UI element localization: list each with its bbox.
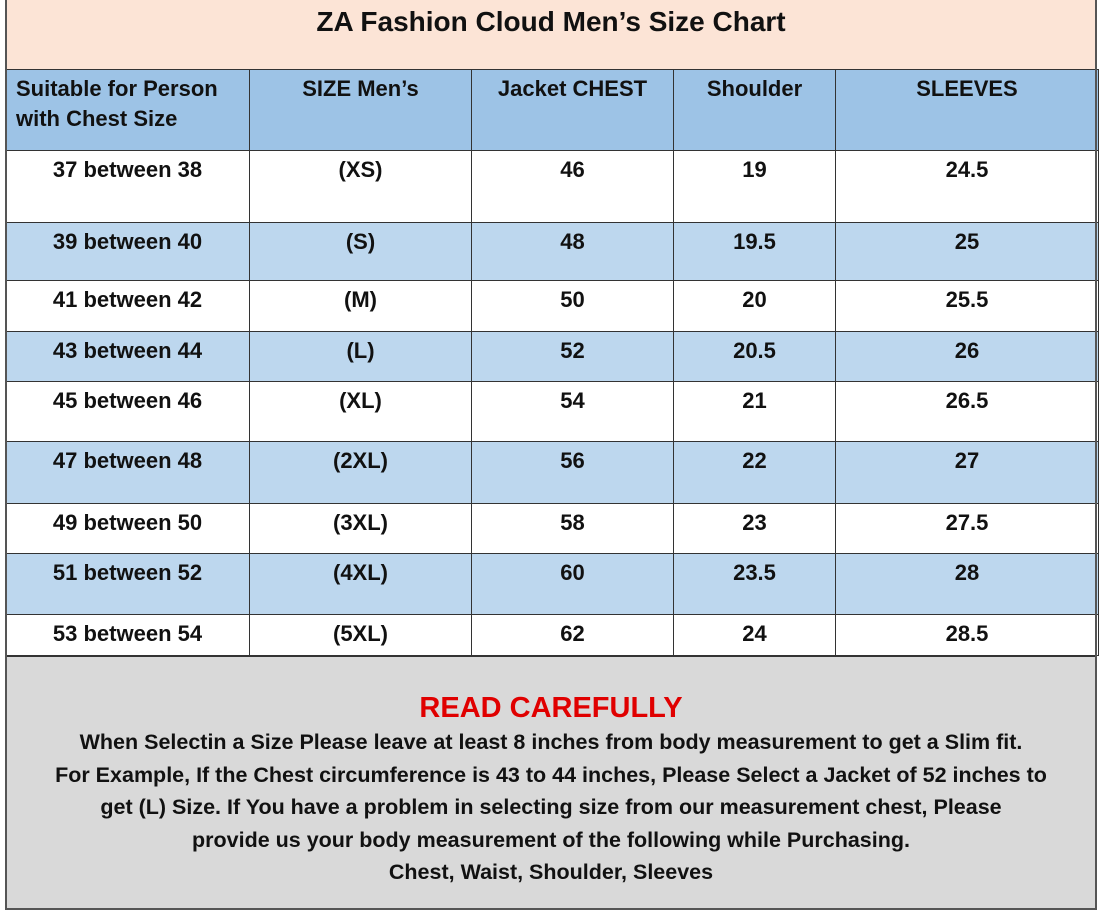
column-header-chest-range: Suitable for Person with Chest Size — [5, 69, 250, 151]
jacket-chest-cell: 54 — [471, 381, 674, 442]
size-cell: (XL) — [249, 381, 472, 442]
chest-range-cell: 37 between 38 — [5, 150, 250, 223]
size-chart-title: ZA Fashion Cloud Men’s Size Chart — [6, 0, 1096, 69]
shoulder-cell: 23 — [673, 503, 836, 554]
table-row: 51 between 52 (4XL) 60 23.5 28 — [5, 553, 1099, 615]
notes-line: provide us your body measurement of the … — [192, 827, 910, 852]
table-row: 43 between 44 (L) 52 20.5 26 — [5, 331, 1099, 382]
sleeves-cell: 25.5 — [835, 280, 1099, 332]
shoulder-cell: 20 — [673, 280, 836, 332]
chest-range-cell: 41 between 42 — [5, 280, 250, 332]
chart-border — [5, 0, 1097, 910]
notes-line: Chest, Waist, Shoulder, Sleeves — [388, 860, 714, 884]
chest-range-cell: 39 between 40 — [5, 222, 250, 281]
sleeves-cell: 26.5 — [835, 381, 1099, 442]
sleeves-cell: 28 — [835, 553, 1099, 615]
notes-line: When Selectin a Size Please leave at lea… — [79, 730, 1023, 754]
chest-range-cell: 43 between 44 — [5, 331, 250, 382]
table-row: 47 between 48 (2XL) 56 22 27 — [5, 441, 1099, 504]
jacket-chest-cell: 46 — [471, 150, 674, 223]
size-cell: (2XL) — [249, 441, 472, 504]
jacket-chest-cell: 52 — [471, 331, 674, 382]
shoulder-cell: 22 — [673, 441, 836, 504]
table-row: 39 between 40 (S) 48 19.5 25 — [5, 222, 1099, 281]
size-cell: (4XL) — [249, 553, 472, 615]
jacket-chest-cell: 62 — [471, 614, 674, 656]
column-header-sleeves: SLEEVES — [835, 69, 1099, 151]
column-header-jacket-chest: Jacket CHEST — [471, 69, 674, 151]
shoulder-cell: 20.5 — [673, 331, 836, 382]
chest-range-cell: 49 between 50 — [5, 503, 250, 554]
shoulder-cell: 19.5 — [673, 222, 836, 281]
shoulder-cell: 24 — [673, 614, 836, 656]
size-chart-table: Suitable for Person with Chest Size SIZE… — [5, 69, 1099, 656]
size-cell: (3XL) — [249, 503, 472, 554]
table-row: 37 between 38 (XS) 46 19 24.5 — [5, 150, 1099, 223]
size-cell: (5XL) — [249, 614, 472, 656]
column-header-shoulder: Shoulder — [673, 69, 836, 151]
shoulder-cell: 19 — [673, 150, 836, 223]
sleeves-cell: 24.5 — [835, 150, 1099, 223]
chest-range-cell: 47 between 48 — [5, 441, 250, 504]
table-row: 45 between 46 (XL) 54 21 26.5 — [5, 381, 1099, 442]
shoulder-cell: 23.5 — [673, 553, 836, 615]
table-row: 53 between 54 (5XL) 62 24 28.5 — [5, 614, 1099, 656]
size-cell: (L) — [249, 331, 472, 382]
jacket-chest-cell: 56 — [471, 441, 674, 504]
table-row: 41 between 42 (M) 50 20 25.5 — [5, 280, 1099, 332]
sleeves-cell: 25 — [835, 222, 1099, 281]
notes-heading: READ CAREFULLY — [419, 692, 683, 724]
notes-line: For Example, If the Chest circumference … — [55, 762, 1047, 787]
sleeves-cell: 27 — [835, 441, 1099, 504]
notes-line: get (L) Size. If You have a problem in s… — [100, 795, 1002, 819]
size-cell: (S) — [249, 222, 472, 281]
sleeves-cell: 27.5 — [835, 503, 1099, 554]
chest-range-cell: 45 between 46 — [5, 381, 250, 442]
notes-section: READ CAREFULLY When Selectin a Size Plea… — [6, 656, 1096, 910]
chest-range-cell: 51 between 52 — [5, 553, 250, 615]
jacket-chest-cell: 48 — [471, 222, 674, 281]
chest-range-cell: 53 between 54 — [5, 614, 250, 656]
sleeves-cell: 28.5 — [835, 614, 1099, 656]
jacket-chest-cell: 50 — [471, 280, 674, 332]
shoulder-cell: 21 — [673, 381, 836, 442]
jacket-chest-cell: 60 — [471, 553, 674, 615]
header-row: Suitable for Person with Chest Size SIZE… — [5, 69, 1099, 151]
table-row: 49 between 50 (3XL) 58 23 27.5 — [5, 503, 1099, 554]
